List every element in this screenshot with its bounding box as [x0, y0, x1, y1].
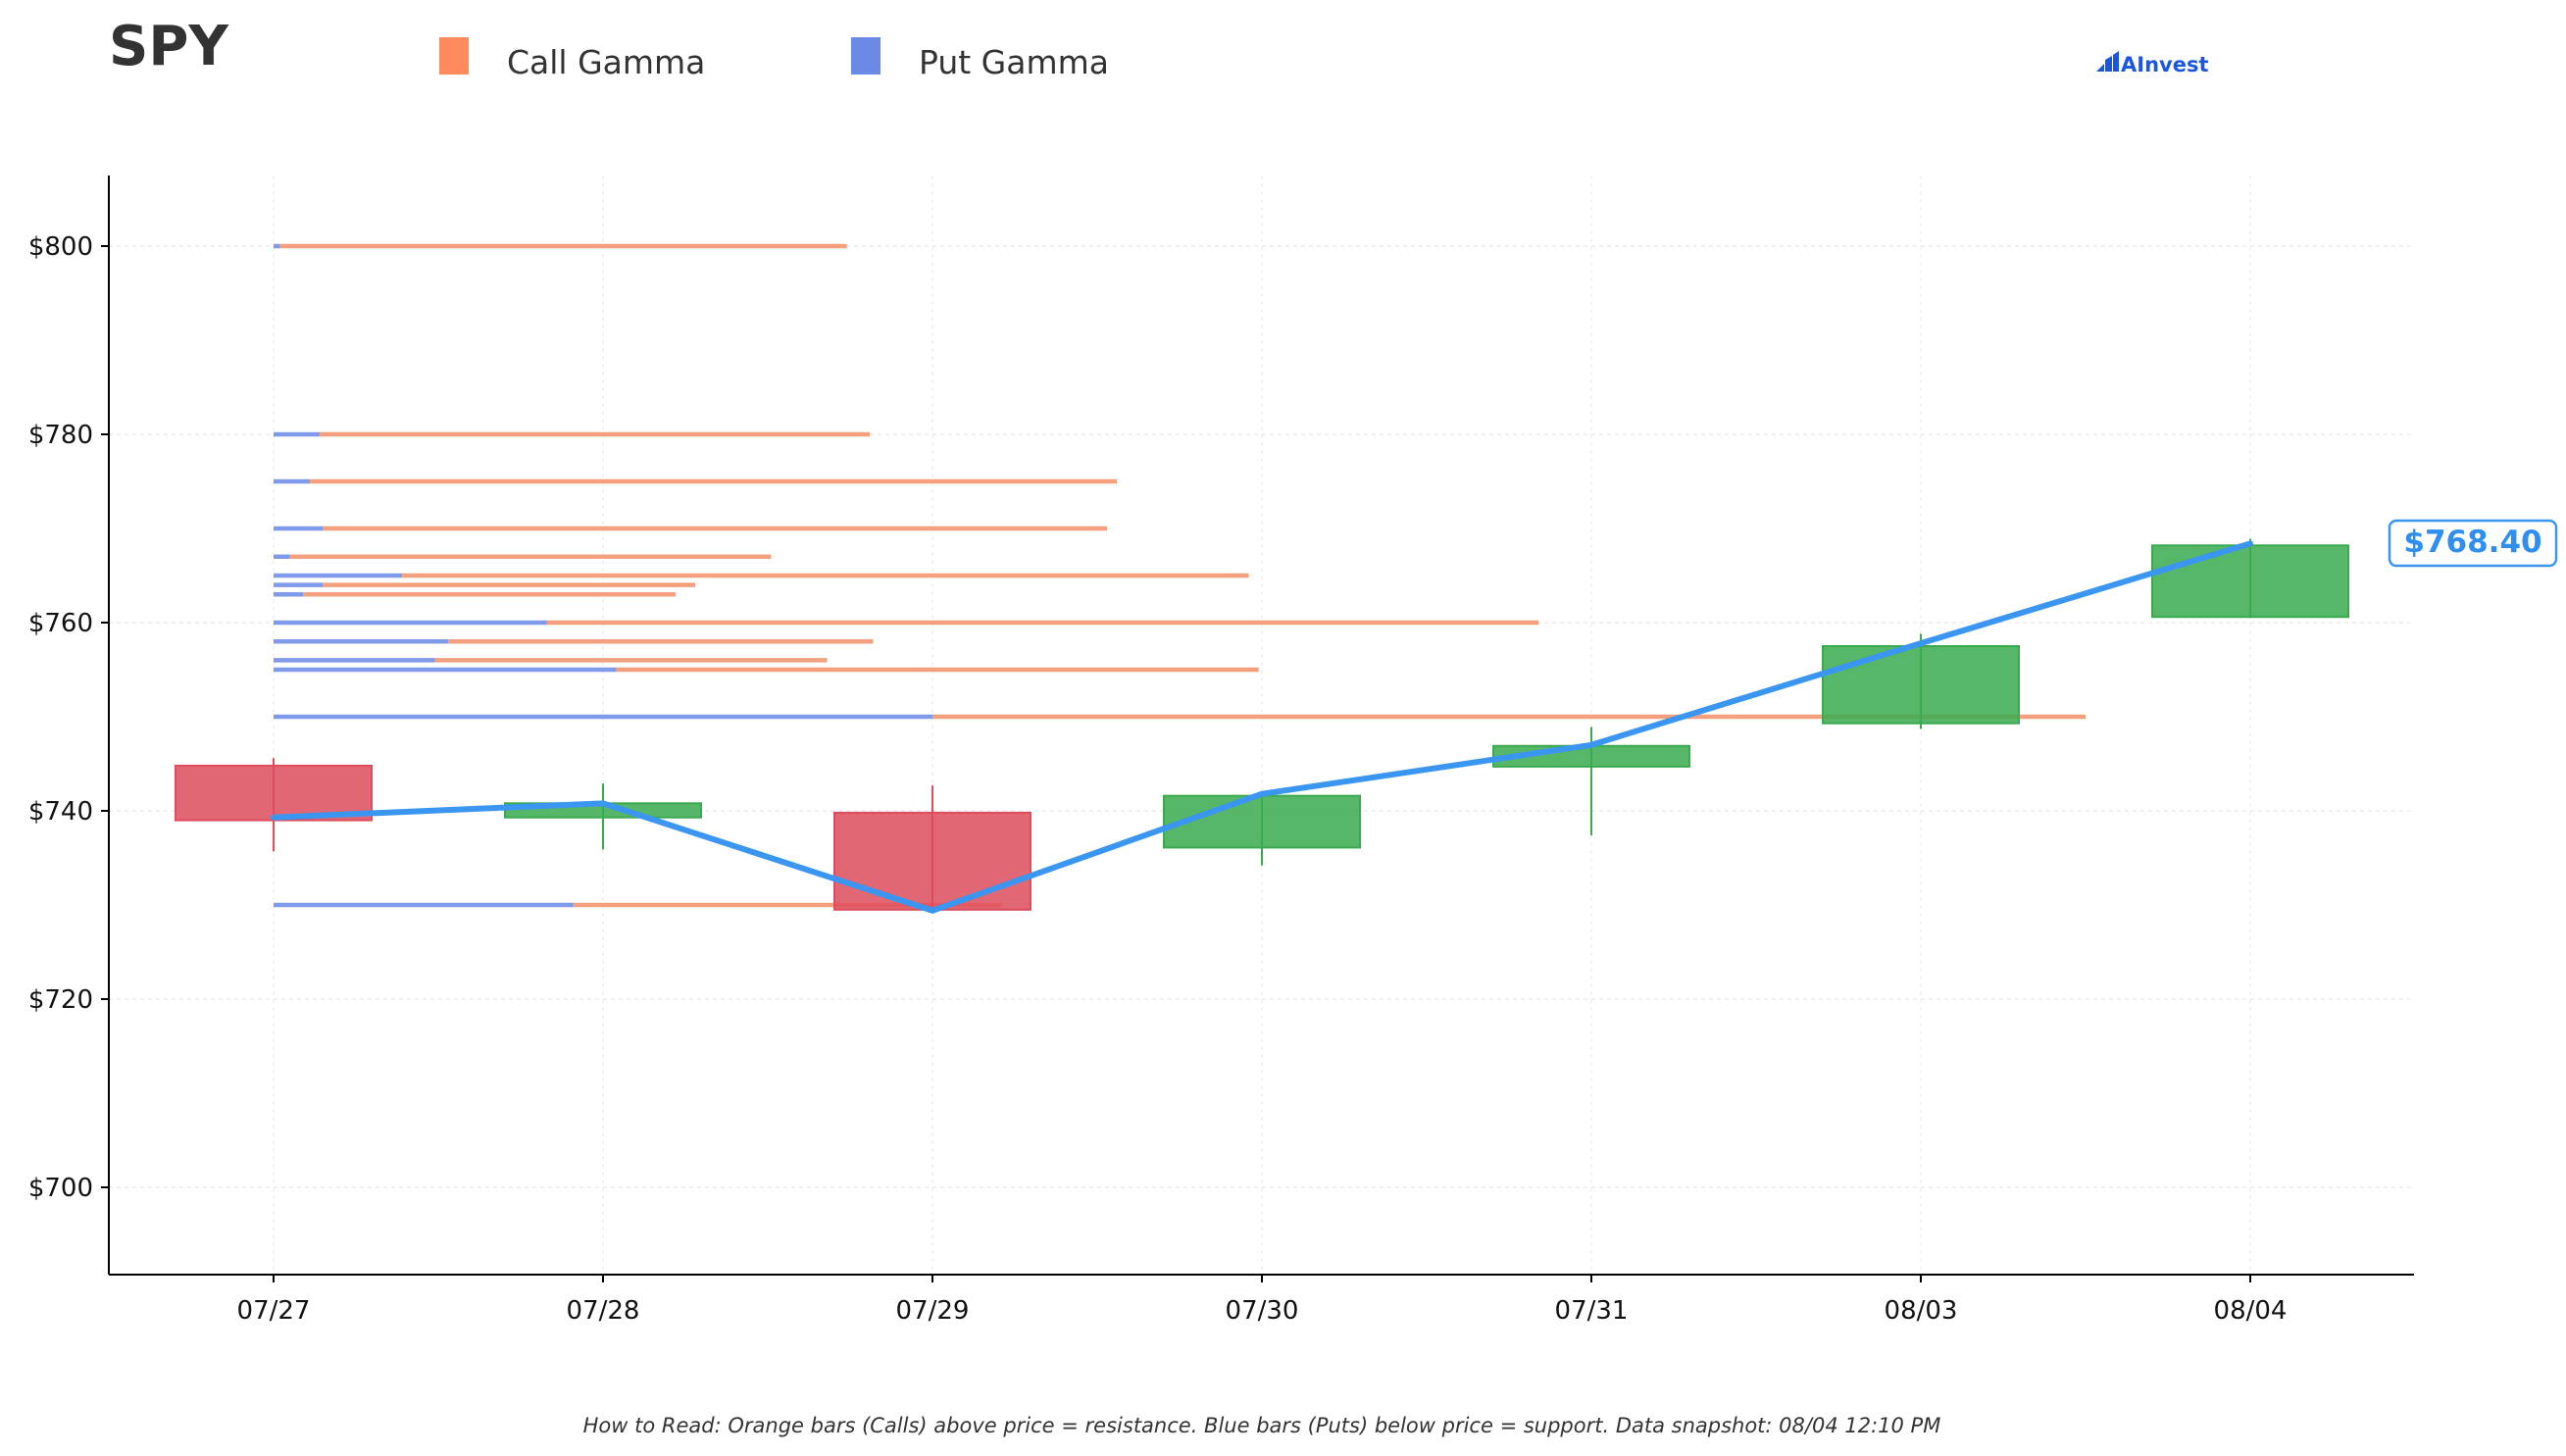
- legend-swatch-put: [851, 37, 880, 75]
- last-price-badge: $768.40: [2388, 519, 2558, 568]
- x-tick-label: 08/03: [1885, 1296, 1958, 1326]
- x-tick-label: 07/29: [896, 1296, 970, 1326]
- y-tick-label: $700: [28, 1174, 93, 1203]
- y-tick-label: $780: [28, 421, 93, 450]
- last-price-label: $768.40: [2403, 525, 2541, 560]
- candle-body: [2151, 544, 2349, 619]
- candle-body: [1163, 794, 1361, 849]
- ticker-title: SPY: [109, 15, 229, 78]
- y-tick-label: $800: [28, 232, 93, 262]
- footer-note: How to Read: Orange bars (Calls) above p…: [583, 1414, 1941, 1437]
- y-tick-label: $740: [28, 797, 93, 827]
- x-ticks: 07/27 07/28 07/29 07/30 07/31 08/03 08/04: [237, 1275, 2288, 1326]
- y-tick-label: $760: [28, 609, 93, 638]
- legend-label-call: Call Gamma: [507, 43, 705, 81]
- brand-name: AInvest: [2121, 53, 2209, 76]
- y-tick-label: $720: [28, 985, 93, 1015]
- gridlines: [109, 176, 2414, 1275]
- ainvest-logo: AInvest: [2096, 51, 2209, 76]
- chart-bars-icon: [2096, 51, 2119, 72]
- candle-body: [833, 811, 1031, 911]
- candle-body: [1822, 645, 2020, 725]
- last-price-box: [2388, 519, 2558, 568]
- y-ticks: $700 $720 $740 $760 $780 $800: [28, 232, 109, 1203]
- legend: Call Gamma Put Gamma: [439, 37, 1109, 81]
- price-line: [271, 540, 2253, 914]
- legend-swatch-call: [439, 37, 469, 75]
- x-tick-label: 07/31: [1555, 1296, 1629, 1326]
- x-tick-label: 08/04: [2214, 1296, 2288, 1326]
- x-tick-label: 07/28: [567, 1296, 640, 1326]
- x-tick-label: 07/27: [237, 1296, 311, 1326]
- legend-label-put: Put Gamma: [919, 43, 1109, 81]
- price-line-group: [271, 540, 2253, 914]
- x-tick-label: 07/30: [1226, 1296, 1299, 1326]
